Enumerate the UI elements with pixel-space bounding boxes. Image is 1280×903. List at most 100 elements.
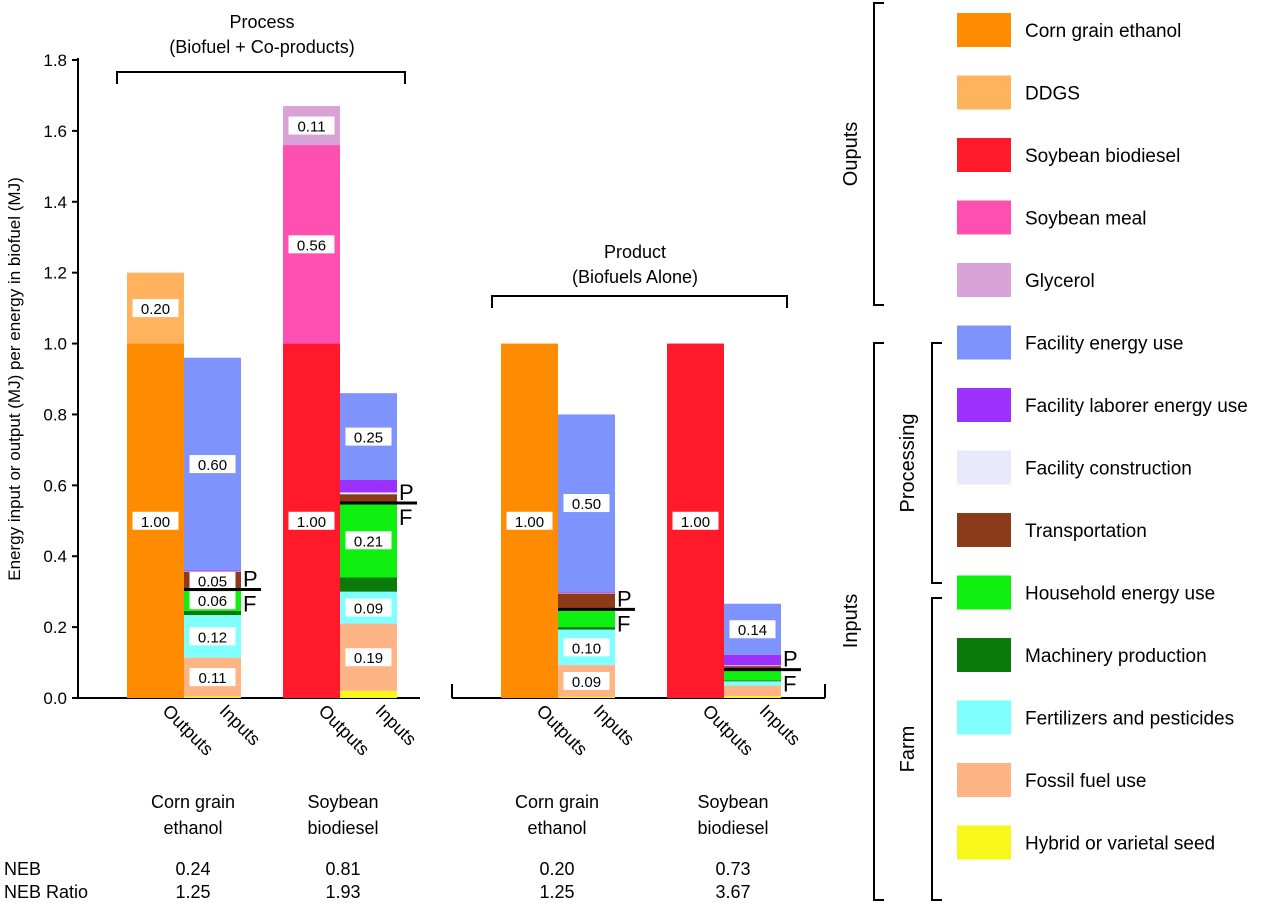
bar-segment xyxy=(724,696,781,698)
value-label-box xyxy=(729,620,776,639)
group-bracket xyxy=(116,71,406,84)
crop-name: Soybean xyxy=(697,792,768,812)
bar-label: Inputs xyxy=(372,701,421,750)
value-label-box xyxy=(189,455,236,474)
value-label-box xyxy=(132,511,179,530)
legend-label: Hybrid or varietal seed xyxy=(1025,834,1215,855)
legend-outputs-bracket xyxy=(873,2,884,306)
group-title: Product xyxy=(604,242,666,262)
value-label: 0.06 xyxy=(198,593,227,610)
neb-ratio-value: 1.25 xyxy=(175,882,210,902)
crop-name: biodiesel xyxy=(697,818,768,838)
legend-label: Facility energy use xyxy=(1025,334,1183,355)
legend-inputs-bracket xyxy=(873,342,884,901)
y-tick-label: 0.0 xyxy=(43,689,67,708)
bar-segment xyxy=(724,680,781,682)
legend-swatch xyxy=(957,263,1011,297)
bar-segment xyxy=(340,577,397,592)
value-label: 1.00 xyxy=(681,514,710,531)
legend-label: Machinery production xyxy=(1025,646,1207,667)
legend-swatch xyxy=(957,200,1011,235)
value-label-box xyxy=(345,598,392,617)
crop-name: Corn grain xyxy=(515,792,599,812)
legend-label: Glycerol xyxy=(1025,271,1095,292)
legend-swatch xyxy=(957,575,1011,610)
crop-name: ethanol xyxy=(163,818,222,838)
y-tick-label: 1.6 xyxy=(43,122,67,141)
bar-segment xyxy=(724,669,781,681)
neb-ratio-value: 3.67 xyxy=(715,882,750,902)
legend-swatch xyxy=(957,825,1011,860)
legend-label: Corn grain ethanol xyxy=(1025,21,1181,42)
value-label-box xyxy=(132,299,179,318)
bar-label: Outputs xyxy=(533,701,592,760)
bar-segment xyxy=(558,592,615,594)
value-label: 0.19 xyxy=(354,650,383,667)
value-label-box xyxy=(672,511,719,530)
value-label-box xyxy=(345,648,392,667)
legend-inputs-label: Inputs xyxy=(840,594,862,648)
value-label-box xyxy=(189,591,236,610)
group-subtitle: (Biofuels Alone) xyxy=(572,267,698,287)
legend-label: Fossil fuel use xyxy=(1025,771,1146,792)
neb-ratio-value: 1.25 xyxy=(539,882,574,902)
bar-segment xyxy=(724,665,781,667)
y-tick-label: 1.2 xyxy=(43,264,67,283)
value-label-box xyxy=(345,531,392,550)
bar-segment xyxy=(724,654,781,666)
value-label-box xyxy=(563,671,610,690)
y-tick-label: 0.4 xyxy=(43,547,67,566)
legend-processing-bracket xyxy=(931,342,942,584)
bar-label: Outputs xyxy=(699,701,758,760)
processing-marker: P xyxy=(617,586,632,611)
farm-marker: F xyxy=(783,672,796,697)
value-label: 0.60 xyxy=(198,457,227,474)
value-label-box xyxy=(563,638,610,657)
bar-segment xyxy=(724,681,781,686)
legend-swatch xyxy=(957,388,1011,422)
y-tick-label: 0.8 xyxy=(43,405,67,424)
value-label: 0.25 xyxy=(354,430,383,447)
crop-name: biodiesel xyxy=(307,818,378,838)
neb-value: 0.81 xyxy=(325,859,360,879)
neb-value: 0.24 xyxy=(175,859,210,879)
legend-swatch xyxy=(957,138,1011,172)
y-axis-label: Energy input or output (MJ) per energy i… xyxy=(5,177,24,580)
value-label: 0.12 xyxy=(198,629,227,646)
farm-marker: F xyxy=(243,592,256,617)
value-label-box xyxy=(563,494,610,513)
legend-swatch xyxy=(957,700,1011,735)
value-label: 1.00 xyxy=(297,514,326,531)
bar-label: Outputs xyxy=(159,701,218,760)
bar-segment xyxy=(340,690,397,698)
value-label: 0.56 xyxy=(297,237,326,254)
value-label-box xyxy=(506,511,553,530)
legend-swatch xyxy=(957,763,1011,797)
value-label: 0.14 xyxy=(738,622,767,639)
legend-outputs-label: Ouputs xyxy=(840,122,862,186)
group-subtitle: (Biofuel + Co-products) xyxy=(169,37,355,57)
legend-label: Transportation xyxy=(1025,521,1147,542)
neb-value: 0.20 xyxy=(539,859,574,879)
legend-farm-bracket xyxy=(931,597,942,901)
bar-segment xyxy=(184,696,241,698)
legend-label: Household energy use xyxy=(1025,584,1215,605)
legend-processing-label: Processing xyxy=(897,414,919,513)
bar-segment xyxy=(558,593,615,610)
legend-label: Facility construction xyxy=(1025,459,1192,480)
value-label: 0.11 xyxy=(198,670,226,687)
value-label-box xyxy=(288,511,335,530)
neb-ratio-row-label: NEB Ratio xyxy=(4,882,88,902)
value-label-box xyxy=(288,116,335,135)
legend-swatch xyxy=(957,450,1011,485)
y-tick-label: 0.6 xyxy=(43,476,67,495)
value-label: 0.09 xyxy=(354,601,383,618)
bar-segment xyxy=(340,480,397,493)
bar-segment xyxy=(184,570,241,572)
processing-marker: P xyxy=(243,567,258,592)
legend-label: Soybean biodiesel xyxy=(1025,146,1180,167)
y-tick-label: 1.0 xyxy=(43,335,67,354)
farm-marker: F xyxy=(399,505,412,530)
neb-ratio-value: 1.93 xyxy=(325,882,360,902)
